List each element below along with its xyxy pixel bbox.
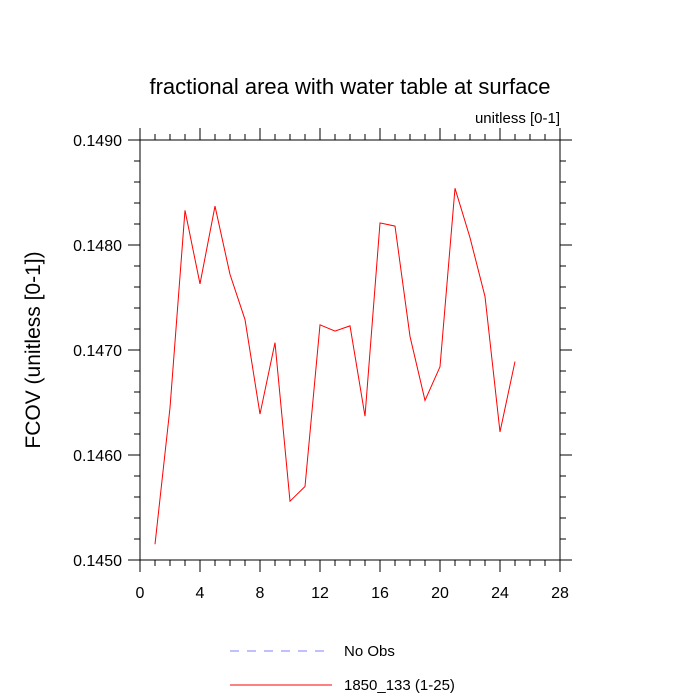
x-tick-label: 8 xyxy=(256,585,265,602)
axis-tick-labels: 0 4 8 12 16 20 24 28 0.1450 0.1460 0.1470 0.1480 0.1… xyxy=(73,133,569,602)
x-tick-label: 28 xyxy=(551,585,569,602)
legend-label-no-obs: No Obs xyxy=(344,643,395,660)
plot-frame xyxy=(139,139,561,561)
y-tick-label: 0.1480 xyxy=(73,238,122,255)
y-axis-title: FCOV (unitless [0-1]) xyxy=(22,251,45,448)
x-tick-label: 24 xyxy=(491,585,509,602)
x-tick-label: 0 xyxy=(136,585,145,602)
series-line-1 xyxy=(154,188,516,545)
units-label: unitless [0-1] xyxy=(475,110,560,127)
series-lines xyxy=(154,188,516,545)
x-tick-label: 20 xyxy=(431,585,449,602)
y-tick-label: 0.1470 xyxy=(73,343,122,360)
x-tick-label: 12 xyxy=(311,585,329,602)
y-tick-label: 0.1450 xyxy=(73,553,122,570)
legend-label-1850-133: 1850_133 (1-25) xyxy=(344,677,455,694)
chart-title: fractional area with water table at surf… xyxy=(149,74,550,99)
y-tick-label: 0.1460 xyxy=(73,448,122,465)
x-tick-label: 4 xyxy=(196,585,205,602)
legend: No Obs 1850_133 (1-25) xyxy=(230,643,455,694)
y-tick-label: 0.1490 xyxy=(73,133,122,150)
axis-ticks xyxy=(128,128,572,572)
x-tick-label: 16 xyxy=(371,585,389,602)
